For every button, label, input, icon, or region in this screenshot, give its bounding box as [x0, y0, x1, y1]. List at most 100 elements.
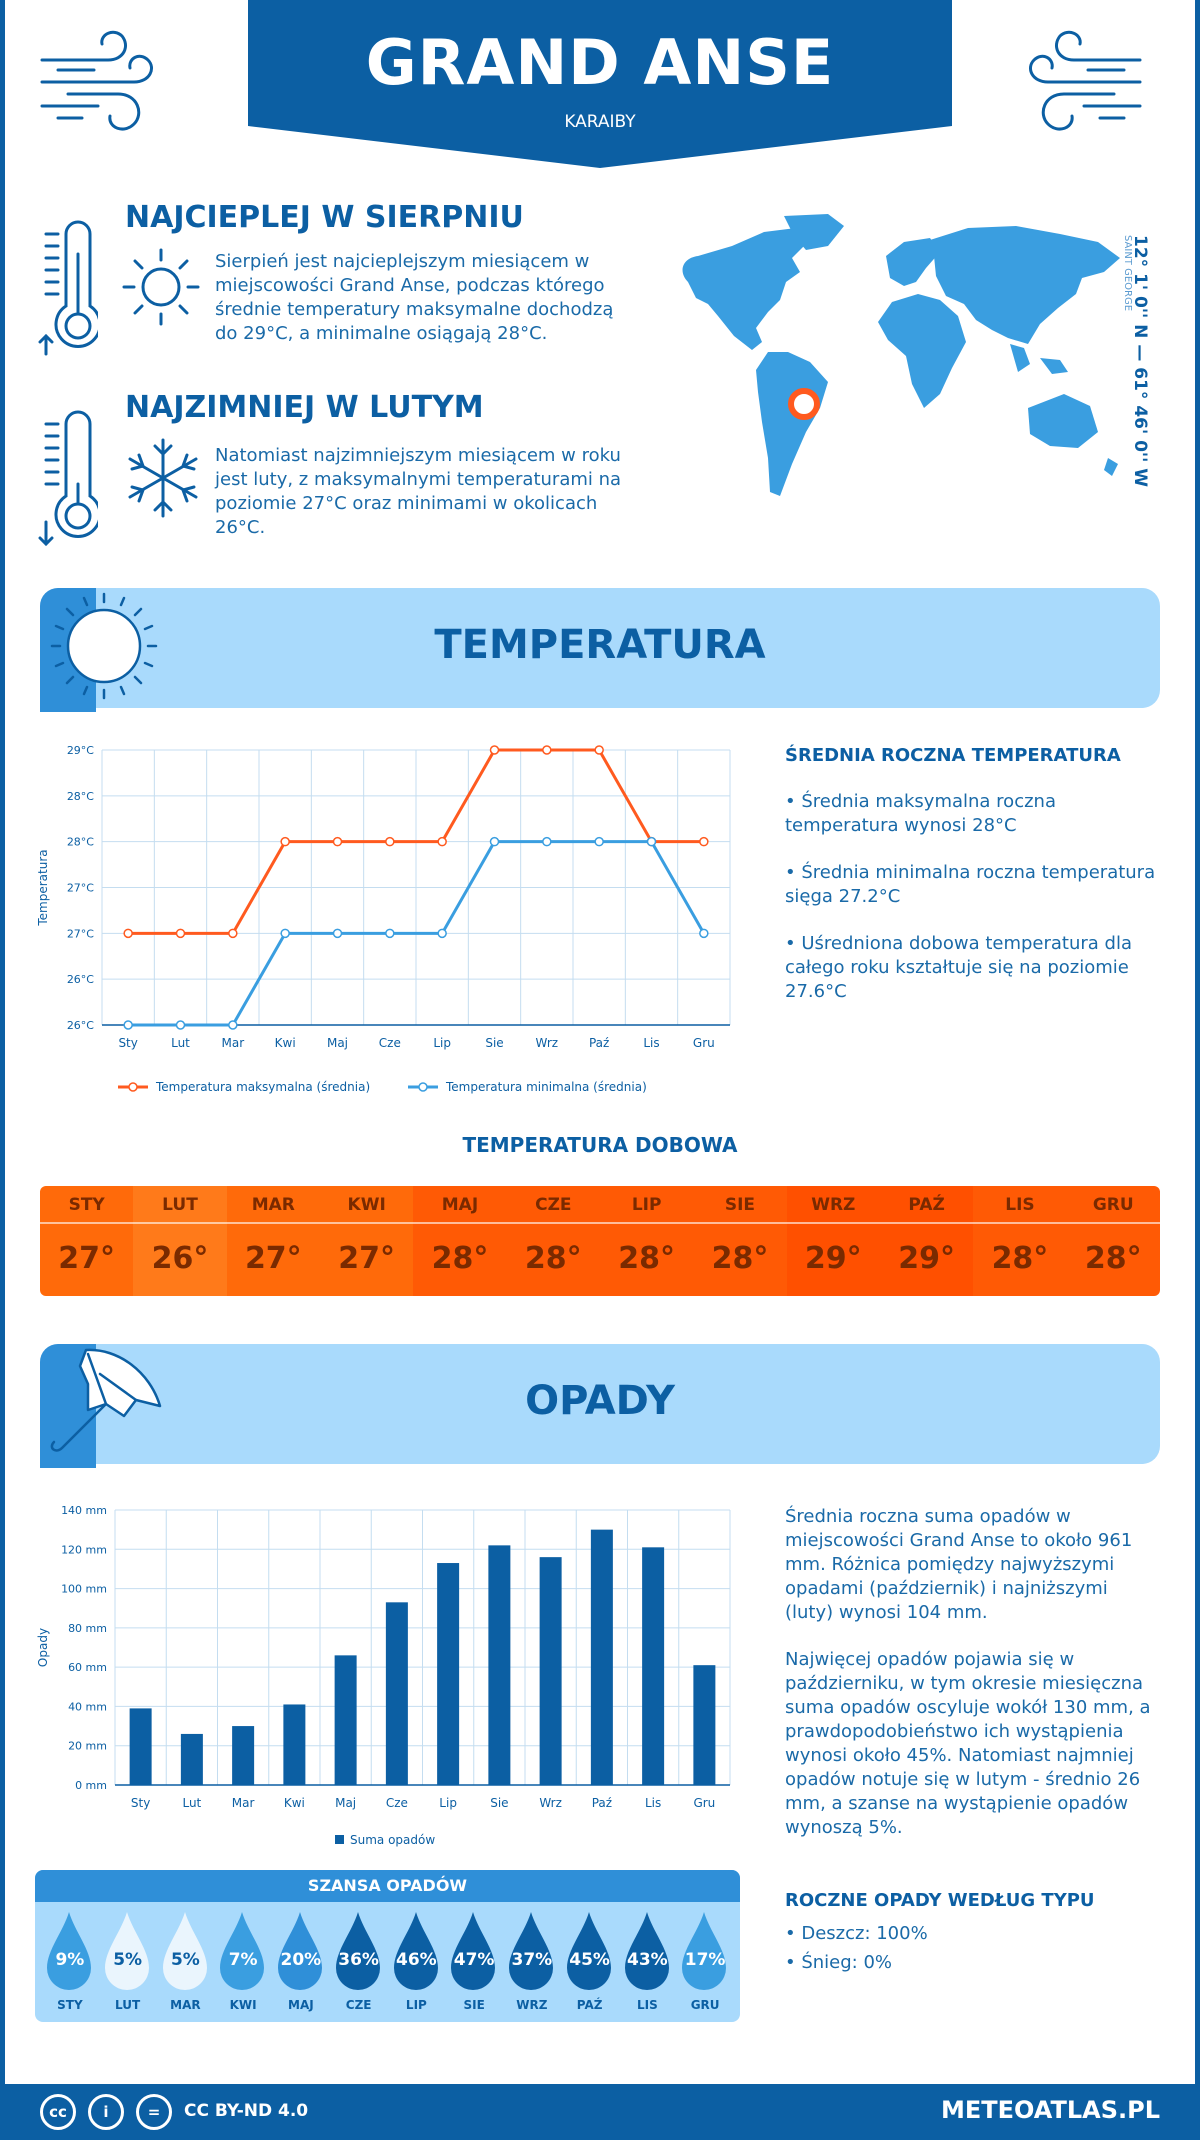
- x-tick-label: Kwi: [275, 1036, 296, 1050]
- min-temperature-line: [128, 840, 706, 1027]
- precipitation-chance-value: 7%: [228, 1950, 258, 1970]
- precipitation-chance-item: 45% PAŹ: [561, 1902, 619, 2022]
- rain-share: • Deszcz: 100%: [785, 1923, 928, 1944]
- no-derivatives-icon: =: [136, 2094, 172, 2130]
- data-point: [542, 745, 552, 755]
- month-label: WRZ: [786, 1186, 880, 1224]
- x-tick-label: Mar: [232, 1796, 255, 1810]
- raindrop-icon: [162, 1912, 207, 1990]
- y-tick-label: 26°C: [67, 1019, 94, 1032]
- text-line: poziomie 27°C oraz minimami w okolicach: [215, 493, 598, 514]
- y-tick-label: 40 mm: [68, 1700, 107, 1713]
- text-line: (luty) wynosi 104 mm.: [785, 1602, 988, 1623]
- coldest-description: Natomiast najzimniejszym miesiącem w rok…: [215, 444, 621, 540]
- license-label[interactable]: CC BY-ND 4.0: [184, 2101, 309, 2121]
- legend-label: Suma opadów: [350, 1833, 435, 1847]
- raindrop-shape: [278, 1912, 322, 1990]
- wind-icon: [40, 30, 153, 131]
- text-line: do 29°C, a minimalne osiągają 28°C.: [215, 323, 548, 344]
- temperature-section-title: TEMPERATURA: [434, 622, 766, 668]
- precipitation-chance-value: 5%: [170, 1950, 200, 1970]
- y-tick-label: 29°C: [67, 744, 94, 757]
- precipitation-section-title: OPADY: [525, 1378, 675, 1424]
- coordinates: 12° 1' 0'' N — 61° 46' 0'' W: [1130, 235, 1150, 488]
- precipitation-chance-item: 43% LIS: [619, 1902, 677, 2022]
- site-link[interactable]: METEOATLAS.PL: [940, 2096, 1160, 2124]
- y-tick-label: 28°C: [67, 790, 94, 803]
- annual-precipitation-text: Średnia roczna suma opadów w miejscowośc…: [785, 1505, 1132, 1625]
- raindrop-icon: [624, 1912, 669, 1990]
- daily-temperature-value: 28°: [431, 1241, 489, 1276]
- raindrop-shape: [104, 1912, 149, 1990]
- daily-temperature-cell: MAR 27°: [226, 1186, 320, 1296]
- data-point: [228, 1020, 238, 1030]
- precipitation-chance-item: 5% LUT: [99, 1902, 157, 2022]
- precipitation-chance-item: 47% SIE: [445, 1902, 503, 2022]
- raindrop-shape: [162, 1912, 207, 1990]
- text-line: Średnia roczna suma opadów w: [785, 1506, 1071, 1527]
- raindrop-shape: [566, 1912, 611, 1990]
- month-label: LIP: [405, 1998, 427, 2012]
- precipitation-chance-panel: SZANSA OPADÓW 9% STY 5% LUT 5% MAR 7% KWI 20% MAJ…: [35, 1870, 740, 2022]
- y-axis-label: Temperatura: [36, 849, 50, 926]
- data-point: [280, 836, 290, 847]
- raindrop-icon: [278, 1912, 322, 1990]
- data-point: [594, 745, 604, 755]
- precipitation-chance-item: 7% KWI: [214, 1902, 272, 2022]
- daily-temperature-cell: LUT 26°: [133, 1186, 227, 1296]
- temperature-banner: [40, 588, 1160, 708]
- x-tick-label: Lut: [182, 1796, 201, 1810]
- precipitation-chance-item: 36% CZE: [330, 1902, 388, 2022]
- precipitation-bar: [539, 1557, 562, 1785]
- daily-temperature-strip: STY 27° LUT 26° MAR 27° KWI 27° MAJ 28° CZE 28° LIP 2…: [40, 1186, 1160, 1296]
- x-tick-label: Cze: [386, 1796, 408, 1810]
- month-label: PAŹ: [879, 1186, 974, 1224]
- precipitation-type-title: ROCZNE OPADY WEDŁUG TYPU: [785, 1890, 1095, 1911]
- text-line: Natomiast najzimniejszym miesiącem w rok…: [215, 445, 621, 466]
- daily-temperature-value: 27°: [244, 1241, 302, 1276]
- warmest-title: NAJCIEPLEJ W SIERPNIU: [125, 200, 524, 235]
- month-label: MAR: [170, 1998, 201, 2012]
- daily-temperature-value: 26°: [151, 1241, 209, 1276]
- x-tick-label: Paź: [589, 1036, 609, 1050]
- data-point: [228, 928, 238, 939]
- x-tick-label: Maj: [335, 1796, 356, 1810]
- month-label: LUT: [133, 1186, 227, 1224]
- y-tick-label: 27°C: [67, 882, 94, 895]
- data-point: [594, 836, 604, 847]
- data-point: [699, 836, 709, 847]
- thermometer-down-icon: [38, 410, 98, 547]
- data-point: [699, 928, 709, 939]
- x-tick-label: Mar: [222, 1036, 245, 1050]
- month-label: MAR: [226, 1186, 320, 1224]
- data-point: [542, 836, 552, 847]
- month-label: WRZ: [516, 1998, 548, 2012]
- raindrop-icon: [220, 1912, 265, 1990]
- data-point: [437, 836, 447, 847]
- y-tick-label: 100 mm: [61, 1583, 107, 1596]
- daily-temperature-value: 29°: [898, 1241, 955, 1276]
- raindrop-icon: [682, 1912, 727, 1990]
- raindrop-icon: [104, 1912, 149, 1990]
- snowflake-icon: [128, 438, 198, 518]
- city-name: GRAND ANSE: [365, 26, 835, 99]
- text-line: miejscowości Grand Anse to około 961: [785, 1530, 1133, 1551]
- x-tick-label: Lip: [439, 1796, 457, 1810]
- month-label: CZE: [506, 1186, 600, 1224]
- text-line: średnie temperatury maksymalne dochodzą: [215, 299, 614, 320]
- month-label: PAŹ: [576, 1998, 603, 2012]
- precipitation-bar: [693, 1665, 716, 1785]
- precipitation-chance-value: 36%: [338, 1950, 379, 1970]
- text-line: wynoszą 5%.: [785, 1817, 903, 1838]
- x-tick-label: Wrz: [539, 1796, 562, 1810]
- precipitation-bar-chart: 0 mm 20 mm 40 mm 60 mm 80 mm 100 mm 120 mm 140 …: [36, 1504, 731, 1847]
- data-point: [437, 928, 447, 939]
- y-tick-label: 80 mm: [68, 1622, 107, 1635]
- raindrop-shape: [624, 1912, 669, 1990]
- data-point: [123, 928, 133, 939]
- precipitation-bar: [283, 1704, 306, 1785]
- x-tick-label: Sie: [490, 1796, 508, 1810]
- data-point: [385, 836, 395, 847]
- precipitation-chance-item: 17% GRU: [676, 1902, 734, 2022]
- daily-temperature-title: TEMPERATURA DOBOWA: [462, 1133, 738, 1157]
